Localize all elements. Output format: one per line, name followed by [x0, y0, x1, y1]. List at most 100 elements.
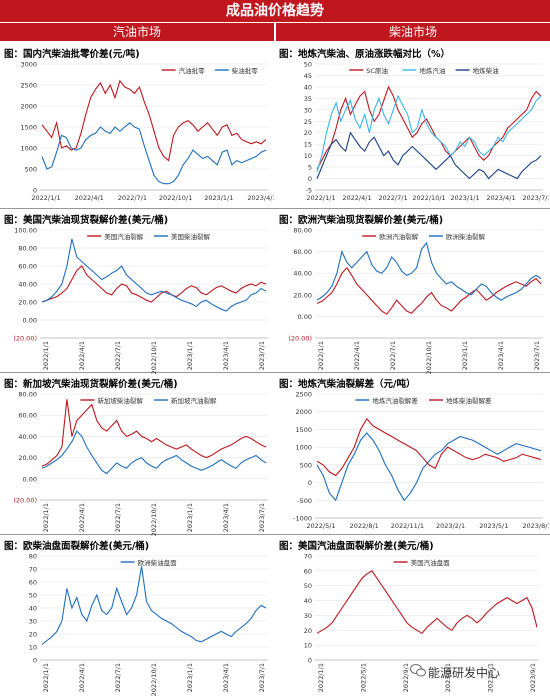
x-tick-label: 2023/4/1 [222, 503, 230, 532]
y-tick-label: 2000 [295, 408, 312, 416]
x-tick-label: 2023/1/1 [204, 194, 233, 202]
x-tick-label: 2022/7/1 [114, 341, 122, 370]
y-tick-label: 0 [33, 187, 37, 195]
y-tick-label: (20.00) [13, 335, 37, 343]
y-tick-label: 70 [304, 553, 312, 561]
y-tick-label: 100.00 [14, 227, 37, 235]
x-tick-label: 2022/1/1 [31, 194, 60, 202]
x-tick-label: 2022/10/1 [150, 503, 158, 536]
x-tick-label: 2023/1/1 [450, 194, 479, 202]
legend-label: 柴油批零 [232, 66, 258, 75]
y-tick-label: 70 [29, 566, 37, 574]
y-tick-label: 80.00 [18, 245, 37, 253]
x-tick-label: 2023/4/1 [222, 341, 230, 370]
chart-title: 图：美国汽油盘面裂解价差(美元/桶) [279, 541, 434, 552]
x-tick-label: 2023/1/1 [186, 503, 194, 532]
y-tick-label: 35 [304, 95, 312, 103]
y-tick-label: 0 [308, 479, 312, 487]
x-tick-label: 2022/1/1 [306, 194, 335, 202]
x-tick-label: 2022/10/1 [150, 663, 158, 696]
legend-label: 美国柴油裂解 [171, 232, 211, 241]
series-line-1 [41, 430, 267, 475]
row-divider [0, 208, 550, 209]
series-line-0 [316, 570, 538, 635]
legend-label: 地炼汽油裂解差 [372, 396, 418, 405]
y-tick-label: 2500 [20, 82, 37, 90]
legend-label: 欧洲汽油裂解 [379, 232, 419, 241]
watermark-text: 能源研发中心 [428, 666, 501, 680]
y-tick-label: 10 [304, 642, 312, 650]
x-tick-label: 2022/4/1 [342, 194, 371, 202]
legend-label: 美国汽油盘面 [411, 558, 451, 567]
x-tick-label: 2022/10/1 [150, 341, 158, 374]
y-tick-label: 40 [304, 597, 312, 605]
x-tick-label: 2023/8/1 [522, 522, 549, 530]
x-tick-label: 2023/2/1 [436, 522, 465, 530]
y-tick-label: 30 [304, 106, 312, 114]
x-tick-label: 2022/8/1 [350, 522, 379, 530]
y-tick-label: 0 [308, 657, 312, 665]
legend-label: 美国汽油裂解 [104, 232, 144, 241]
legend-label: 欧洲柴油裂解 [446, 232, 486, 241]
x-tick-label: 2023/5/1 [479, 522, 508, 530]
y-tick-label: 60.00 [18, 263, 37, 271]
x-tick-label: 2022/7/1 [114, 503, 122, 532]
banner-title: 成品油价格趋势 [0, 0, 550, 22]
y-tick-label: 0 [308, 175, 312, 183]
chart-us-gasoline-futures: 0 10 20 30 40 50 60 70 2022/1/1 2022/5/1 2022/9/1 2… [304, 553, 539, 692]
y-tick-label: 3000 [20, 61, 37, 69]
x-tick-label: 2023/1/1 [444, 663, 452, 692]
wechat-icon [410, 664, 426, 677]
series-line-0 [41, 79, 267, 162]
series-line-1 [41, 238, 267, 312]
column-header-gasoline: 汽油市场 [0, 22, 274, 41]
x-tick-label: 2022/1/1 [42, 503, 50, 532]
y-tick-label: -500 [297, 497, 312, 505]
y-tick-label: 30 [29, 618, 37, 626]
y-tick-label: 2500 [295, 391, 312, 399]
y-tick-label: 5 [308, 164, 312, 172]
panel-local-refinery-change: 图：地炼汽柴油、原油涨跌幅对比（%） -5 0 5 10 15 20 25 30 35 40 45 5… [279, 44, 550, 208]
legend-label: 新加坡柴油裂解 [97, 396, 143, 405]
x-tick-label: 2022/5/1 [359, 663, 367, 692]
y-tick-label: 40.00 [293, 270, 312, 278]
y-tick-label: 20 [304, 627, 312, 635]
x-tick-label: 2022/7/1 [378, 194, 407, 202]
y-tick-label: 0.00 [23, 475, 37, 483]
panel-singapore-spot-crack: 图：新加坡汽柴油现货裂解价差(美元/桶) (20.00) 0.00 20.00 40.… [4, 374, 279, 538]
chart-title: 图：美国汽柴油现货裂解价差(美元/桶) [4, 215, 169, 226]
x-tick-label: 2023/7/1 [258, 341, 266, 370]
y-tick-label: 1500 [20, 124, 37, 132]
series-line-0 [41, 399, 267, 467]
x-tick-label: 2023/4/1 [222, 663, 230, 692]
x-tick-label: 2022/4/1 [78, 503, 86, 532]
y-tick-label: 60.00 [293, 248, 312, 256]
y-tick-label: 0 [33, 657, 37, 665]
x-tick-label: 2022/4/1 [353, 341, 361, 370]
x-tick-label: 2023/4/1 [247, 194, 274, 202]
x-tick-label: 2022/7/1 [114, 663, 122, 692]
series-line-0 [316, 266, 542, 315]
series-line-0 [41, 265, 267, 303]
chart-title: 图：欧洲汽柴油现货裂解价差(美元/桶) [279, 215, 444, 226]
series-line-1 [316, 241, 542, 301]
x-tick-label: 2022/5/1 [306, 522, 335, 530]
column-header-diesel: 柴油市场 [276, 22, 550, 41]
y-tick-label: 20 [29, 631, 37, 639]
y-tick-label: 40.00 [18, 281, 37, 289]
legend-label: 新加坡汽油裂解 [171, 396, 217, 405]
x-tick-label: 2023/7/1 [258, 663, 266, 692]
chart-title: 图：新加坡汽柴油现货裂解价差(美元/桶) [4, 379, 178, 390]
legend-label: 地炼柴油裂解差 [446, 396, 492, 405]
y-tick-label: 2000 [20, 103, 37, 111]
chart-domestic-retail-spread: 0 500 1000 1500 2000 2500 3000 2022/1/1 2022/4/1… [20, 61, 274, 203]
chart-title: 图：地炼汽柴油、原油涨跌幅对比（%） [279, 49, 451, 60]
x-tick-label: 2022/4/1 [78, 341, 86, 370]
y-tick-label: 1500 [295, 426, 312, 434]
panel-europe-diesel-futures: 图：欧柴油盘面裂解价差(美元/桶) 0 10 20 30 40 50 60 70 80 2022/… [4, 536, 279, 700]
y-tick-label: 20.00 [293, 291, 312, 299]
x-tick-label: 2022/10/1 [425, 341, 433, 374]
row-divider [0, 372, 550, 373]
chart-local-refinery-crack: -1000 -500 0 500 1000 1500 2000 2500 2022/5/1 202… [293, 391, 549, 531]
y-tick-label: -5 [306, 187, 312, 195]
